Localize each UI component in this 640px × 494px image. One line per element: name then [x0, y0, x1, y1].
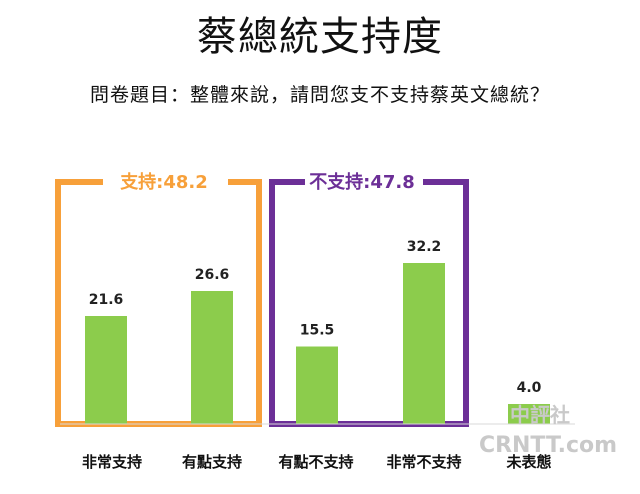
bar-value-label: 15.5 — [300, 323, 335, 339]
bar-1 — [85, 316, 127, 424]
bar-2 — [191, 291, 233, 424]
page-title: 蔡總統支持度 — [197, 14, 443, 60]
category-label: 未表態 — [505, 453, 551, 471]
bar-value-label: 4.0 — [517, 380, 542, 396]
watermark-url: CRNTT.com — [479, 433, 617, 458]
bar-value-label: 32.2 — [407, 239, 442, 255]
watermark-logo: 中評社 — [510, 403, 570, 427]
bar-4 — [403, 263, 445, 424]
nonsupport-group-label: 不支持:47.8 — [309, 171, 415, 193]
bar-3 — [296, 346, 338, 424]
survey-question: 問卷題目：整體來說，請問您支不支持蔡英文總統？ — [89, 84, 550, 106]
bar-5 — [508, 404, 550, 424]
category-label: 非常不支持 — [386, 453, 461, 471]
category-label: 有點不支持 — [278, 453, 353, 471]
support-group-label: 支持:48.2 — [119, 171, 208, 193]
bar-value-label: 21.6 — [89, 292, 124, 308]
category-label: 非常支持 — [82, 453, 142, 471]
bar-value-label: 26.6 — [195, 267, 230, 283]
category-label: 有點支持 — [182, 453, 242, 471]
